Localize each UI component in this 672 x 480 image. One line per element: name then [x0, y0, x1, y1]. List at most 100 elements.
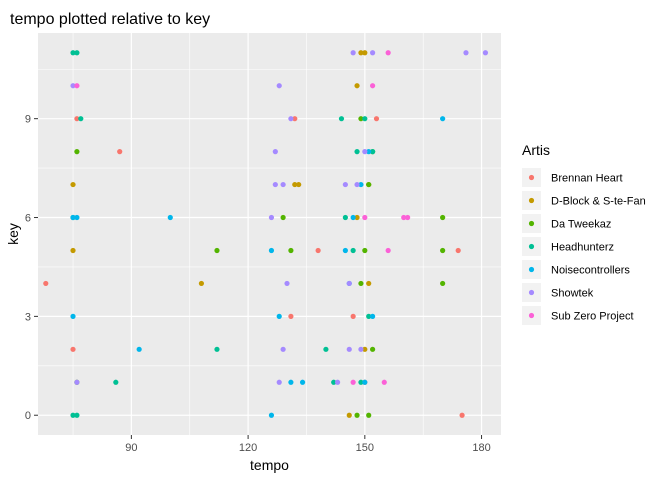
- data-point: [354, 83, 360, 89]
- data-point: [280, 181, 286, 188]
- data-point: [338, 116, 345, 122]
- data-point: [440, 116, 446, 122]
- data-point: [350, 379, 356, 385]
- data-point: [276, 313, 282, 319]
- legend-item: Noisecontrollers: [522, 260, 630, 279]
- data-point: [70, 181, 76, 188]
- data-point: [284, 280, 290, 287]
- data-point: [272, 181, 278, 188]
- data-point: [362, 346, 368, 352]
- legend-marker: [528, 243, 535, 250]
- data-point: [346, 346, 352, 352]
- data-point: [358, 50, 364, 56]
- data-point: [342, 247, 348, 254]
- data-point: [43, 280, 49, 287]
- x-tick-label: 150: [356, 442, 374, 454]
- data-point: [463, 50, 469, 56]
- data-point: [74, 412, 80, 418]
- data-point: [113, 379, 119, 385]
- data-point: [362, 50, 368, 56]
- legend-label: Showtek: [551, 288, 594, 300]
- data-point: [350, 247, 356, 254]
- x-tick-label: 90: [125, 442, 137, 454]
- data-point: [366, 313, 372, 319]
- data-point: [74, 50, 80, 56]
- legend-label: D-Block & S-te-Fan: [551, 196, 646, 208]
- data-point: [70, 313, 76, 319]
- legend-marker: [528, 174, 535, 181]
- data-point: [362, 379, 368, 385]
- data-point: [323, 346, 329, 352]
- legend-item: Sub Zero Project: [522, 306, 634, 325]
- data-point: [288, 116, 294, 122]
- y-tick-label: 6: [25, 213, 31, 225]
- data-point: [440, 214, 446, 221]
- data-point: [366, 412, 372, 418]
- data-point: [358, 379, 364, 385]
- data-point: [440, 247, 446, 254]
- data-point: [354, 412, 360, 418]
- data-point: [334, 379, 341, 385]
- data-point: [117, 149, 123, 155]
- data-point: [74, 116, 80, 122]
- data-point: [350, 214, 356, 221]
- data-point: [366, 149, 372, 155]
- legend-marker: [528, 266, 535, 273]
- y-tick-label: 0: [25, 410, 31, 422]
- data-point: [366, 280, 372, 287]
- data-point: [198, 280, 205, 287]
- y-axis-label: key: [5, 223, 21, 245]
- data-points: [43, 50, 489, 418]
- data-point: [346, 412, 352, 418]
- data-point: [331, 379, 337, 385]
- data-point: [276, 379, 282, 385]
- data-point: [358, 116, 364, 122]
- x-axis-label: tempo: [250, 457, 289, 473]
- y-tick-label: 3: [25, 311, 31, 323]
- data-point: [354, 149, 360, 155]
- data-point: [74, 214, 80, 221]
- data-point: [362, 116, 368, 122]
- data-point: [401, 214, 407, 221]
- data-point: [74, 149, 80, 155]
- x-tick-label: 120: [239, 442, 257, 454]
- data-point: [214, 247, 220, 254]
- legend-marker: [528, 312, 535, 319]
- legend-label: Sub Zero Project: [551, 311, 634, 323]
- legend-item: Showtek: [522, 283, 594, 302]
- y-tick-label: 9: [25, 114, 31, 126]
- data-point: [354, 214, 360, 221]
- legend-label: Noisecontrollers: [551, 265, 630, 277]
- data-point: [373, 116, 380, 122]
- data-point: [70, 247, 76, 254]
- legend-marker: [528, 289, 535, 296]
- data-point: [342, 181, 348, 188]
- data-point: [268, 412, 275, 418]
- data-point: [70, 214, 76, 221]
- data-point: [455, 247, 461, 254]
- data-point: [370, 346, 376, 352]
- data-point: [70, 412, 76, 418]
- data-point: [296, 181, 302, 188]
- data-point: [342, 214, 348, 221]
- data-point: [346, 280, 352, 287]
- data-point: [70, 50, 76, 56]
- data-point: [362, 149, 368, 155]
- plot-panel: [38, 33, 501, 435]
- legend-title: Artis: [522, 142, 550, 158]
- legend-item: Da Tweekaz: [522, 214, 611, 233]
- legend-item: Brennan Heart: [522, 168, 623, 187]
- legend-marker: [528, 220, 535, 227]
- data-point: [292, 181, 298, 188]
- data-point: [288, 247, 294, 254]
- data-point: [350, 50, 356, 56]
- data-point: [214, 346, 220, 352]
- data-point: [350, 313, 356, 319]
- data-point: [482, 50, 489, 56]
- data-point: [440, 280, 446, 287]
- x-axis: 90 120 150 180: [125, 435, 491, 454]
- data-point: [268, 214, 275, 221]
- legend-item: D-Block & S-te-Fan: [522, 191, 646, 210]
